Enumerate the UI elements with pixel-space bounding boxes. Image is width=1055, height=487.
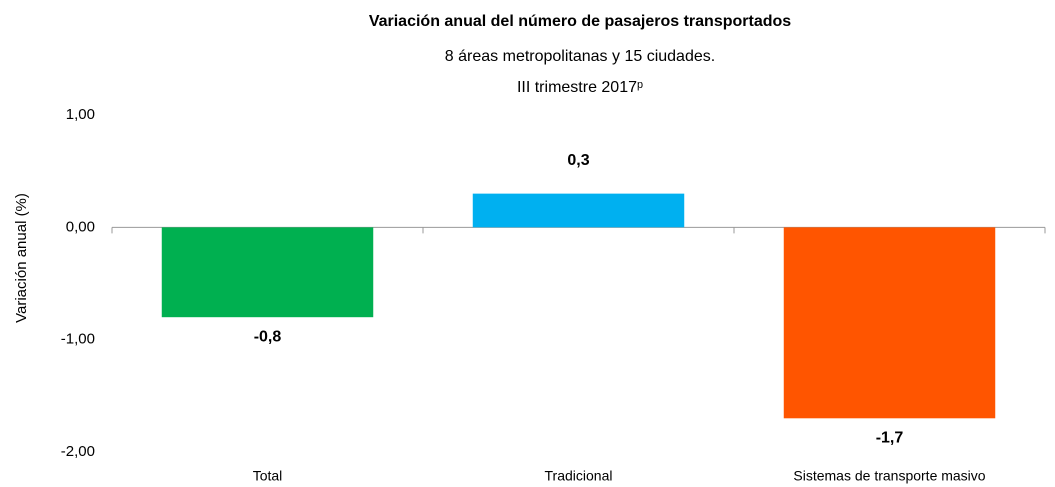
chart-subtitle: III trimestre 2017ᵖ bbox=[517, 79, 643, 96]
x-tick-label: Sistemas de transporte masivo bbox=[793, 468, 985, 484]
x-tick-label: Tradicional bbox=[545, 468, 613, 484]
data-label: -1,7 bbox=[876, 430, 904, 447]
data-label: 0,3 bbox=[567, 152, 589, 169]
bar bbox=[783, 227, 996, 419]
y-tick-label: 1,00 bbox=[66, 106, 95, 123]
data-label: -0,8 bbox=[254, 328, 282, 345]
y-tick-label: -2,00 bbox=[61, 443, 95, 460]
y-tick-label: 0,00 bbox=[66, 218, 95, 235]
y-axis-label: Variación anual (%) bbox=[13, 193, 30, 323]
bar bbox=[161, 227, 374, 318]
chart-title: Variación anual del número de pasajeros … bbox=[369, 13, 791, 30]
y-tick-label: -1,00 bbox=[61, 331, 95, 348]
x-tick-label: Total bbox=[253, 468, 283, 484]
bar bbox=[472, 193, 685, 228]
chart-subtitle: 8 áreas metropolitanas y 15 ciudades. bbox=[445, 48, 715, 65]
